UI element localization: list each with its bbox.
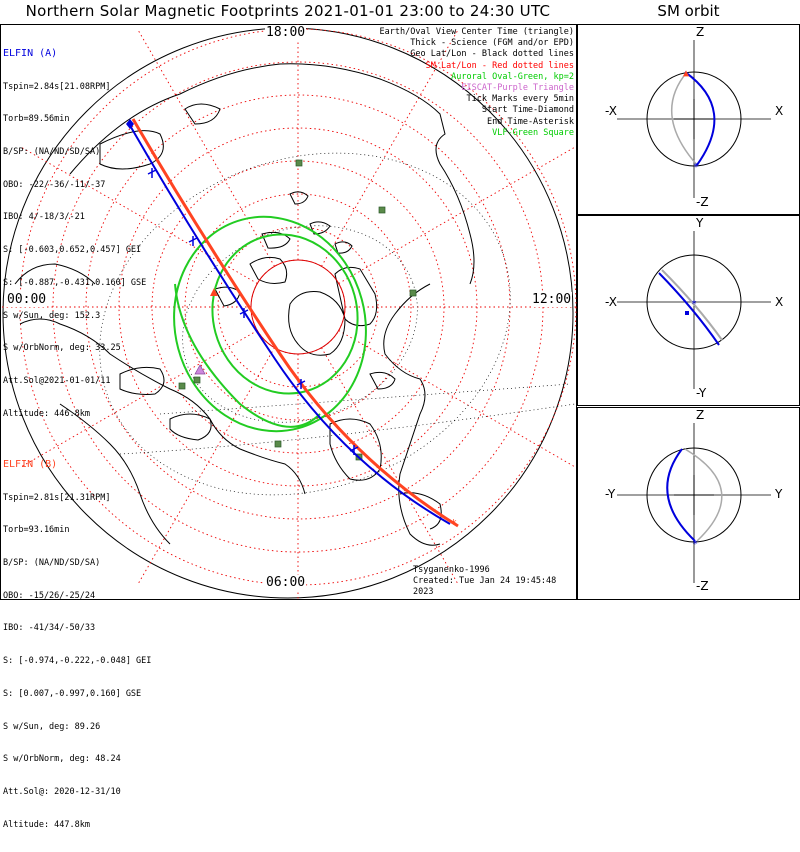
footprint-map-panel: * 18:00 00:00 12:00 06:00 ELFIN (A) Tspi… bbox=[0, 24, 577, 830]
geo-latitude-lines bbox=[99, 152, 576, 496]
orbit-panel-xy: * Y -Y -X X bbox=[577, 215, 800, 406]
plot-title: Northern Solar Magnetic Footprints 2021-… bbox=[25, 2, 551, 20]
elfin-a-line: S w/Sun, deg: 152.3 bbox=[3, 310, 101, 321]
elfin-a-tick-marks bbox=[147, 168, 359, 455]
axis-label-bottom: -Z bbox=[696, 195, 709, 209]
elfin-a-line: Altitude: 446.8km bbox=[3, 408, 90, 419]
elfin-a-header: ELFIN (A) bbox=[3, 47, 58, 59]
elfin-b-line: Att.Sol@: 2020-12-31/10 bbox=[3, 787, 121, 797]
svg-text:*: * bbox=[693, 162, 699, 173]
legend-item: SM Lat/Lon - Red dotted lines bbox=[425, 60, 574, 71]
axis-label-left: -X bbox=[605, 104, 617, 118]
legend-item: Start Time-Diamond bbox=[481, 105, 574, 116]
view-center-triangle bbox=[210, 288, 218, 296]
end-time-asterisk: * bbox=[450, 517, 457, 531]
time-label-left: 00:00 bbox=[6, 292, 48, 307]
sm-meridian-line bbox=[321, 347, 459, 585]
elfin-a-info: ELFIN (A) Tspin=2.84s[21.08RPM] Torb=89.… bbox=[3, 27, 146, 441]
elfin-b-line: B/SP: (NA/ND/SD/SA) bbox=[3, 557, 101, 568]
elfin-a-track bbox=[127, 121, 451, 525]
sm-polar-circle bbox=[250, 259, 346, 355]
sm-meridian-line bbox=[338, 146, 576, 284]
legend-item: VLF-Green Square bbox=[492, 127, 574, 138]
elfin-a-line: B/SP: (NA/ND/SD/SA) bbox=[3, 146, 101, 157]
time-label-bottom: 06:00 bbox=[265, 575, 307, 590]
model-credit: Tsyganenko-1996 bbox=[413, 565, 490, 575]
legend-item: Tick Marks every 5min bbox=[466, 94, 574, 105]
orbit-plot-title: SM orbit bbox=[657, 2, 720, 20]
elfin-a-line: S: [-0.603,0.652,0.457] GEI bbox=[3, 245, 142, 256]
axis-label-right: X bbox=[775, 295, 784, 309]
axis-label-top: Y bbox=[696, 216, 704, 230]
sm-latitude-circle bbox=[85, 94, 511, 520]
elfin-b-line: Torb=93.16min bbox=[3, 525, 70, 536]
axis-label-right: Y bbox=[775, 487, 783, 501]
eiscat-marker bbox=[194, 364, 206, 375]
elfin-b-line: IBO: -41/34/-50/33 bbox=[3, 623, 96, 634]
sm-latitude-circle bbox=[184, 193, 412, 421]
elfin-b-line: Tspin=2.81s[21.31RPM] bbox=[3, 492, 111, 503]
svg-text:*: * bbox=[692, 539, 698, 550]
axis-label-bottom: -Y bbox=[696, 386, 707, 400]
sm-longitude-lines bbox=[0, 24, 577, 600]
axis-label-top: Z bbox=[696, 25, 705, 39]
elfin-b-line: Altitude: 447.8km bbox=[3, 819, 90, 830]
orbit-plot-xy: * bbox=[577, 215, 800, 406]
legend-item: End Time-Asterisk bbox=[487, 116, 574, 127]
orbit-panel-xz: ▲ * Z -Z -X X bbox=[577, 24, 800, 215]
sm-meridian-line bbox=[137, 347, 275, 585]
orbit-plot-xz: ▲ * bbox=[577, 24, 800, 215]
axis-label-bottom: -Z bbox=[696, 579, 709, 593]
elfin-a-line: S w/OrbNorm, deg: 33.25 bbox=[3, 343, 121, 354]
elfin-a-line: Torb=89.56min bbox=[3, 114, 70, 125]
axis-label-top: Z bbox=[696, 408, 705, 422]
elfin-b-line: OBO: -15/26/-25/24 bbox=[3, 590, 96, 601]
legend-item: Geo Lat/Lon - Black dotted lines bbox=[410, 49, 574, 60]
elfin-a-line: Tspin=2.84s[21.08RPM] bbox=[3, 81, 111, 92]
orbit-plot-yz: * bbox=[577, 407, 800, 600]
svg-text:*: * bbox=[691, 299, 697, 310]
legend-item: Earth/Oval View Center Time (triangle) bbox=[379, 27, 574, 37]
sm-meridian-line bbox=[20, 330, 258, 468]
axis-label-right: X bbox=[775, 104, 784, 118]
elfin-a-line: OBO: -22/-36/-11/-37 bbox=[3, 179, 106, 190]
elfin-a-line: S: [-0.887,-0.431,0.160] GSE bbox=[3, 277, 147, 288]
elfin-a-line: Att.Sol@2021-01-01/11 bbox=[3, 376, 111, 386]
elfin-b-line: S: [-0.974,-0.222,-0.048] GEI bbox=[3, 656, 152, 667]
axis-label-left: -Y bbox=[605, 487, 616, 501]
elfin-b-line: S: [0.007,-0.997,0.160] GSE bbox=[3, 688, 142, 699]
map-legend: Earth/Oval View Center Time (triangle) T… bbox=[380, 27, 574, 139]
legend-item: EISCAT-Purple Triangle bbox=[461, 83, 574, 94]
time-label-top: 18:00 bbox=[265, 25, 307, 40]
start-time-diamond bbox=[126, 119, 134, 129]
svg-text:▲: ▲ bbox=[683, 68, 689, 79]
elfin-b-line: S w/OrbNorm, deg: 48.24 bbox=[3, 754, 121, 765]
elfin-a-line: IBO: 4/-18/3/-21 bbox=[3, 212, 85, 223]
legend-item: Thick - Science (FGM and/or EPD) bbox=[410, 38, 574, 49]
sm-meridian-line bbox=[137, 29, 275, 267]
footprint-map: * bbox=[0, 24, 577, 600]
elfin-b-line: S w/Sun, deg: 89.26 bbox=[3, 721, 101, 732]
orbit-panel-yz: * Z -Z -Y Y bbox=[577, 407, 800, 600]
sm-meridian-line bbox=[321, 29, 459, 267]
elfin-b-header: ELFIN (B) bbox=[3, 458, 58, 470]
created-timestamp: Created: Tue Jan 24 19:45:48 2023 bbox=[413, 576, 557, 597]
elfin-b-info: ELFIN (B) Tspin=2.81s[21.31RPM] Torb=93.… bbox=[3, 438, 151, 852]
sm-meridian-line bbox=[338, 330, 576, 468]
axis-label-left: -X bbox=[605, 295, 617, 309]
time-label-right: 12:00 bbox=[531, 292, 573, 307]
elfin-b-track bbox=[131, 118, 459, 528]
credits: Tsyganenko-1996 Created: Tue Jan 24 19:4… bbox=[413, 565, 577, 598]
legend-item: Auroral Oval-Green, kp=2 bbox=[451, 71, 574, 82]
